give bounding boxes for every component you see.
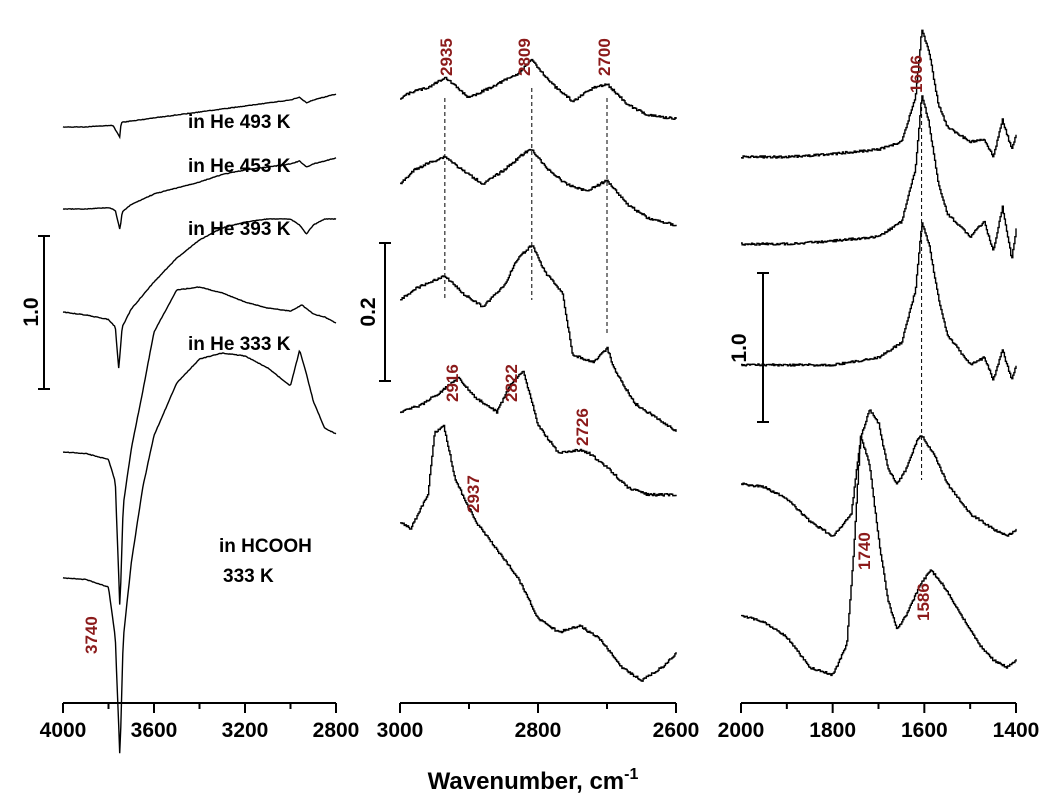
spectrum-trace xyxy=(741,222,1017,381)
peak-labels: 3740 2935 2809 2700 2916 2822 2726 2937 1606 1740… xyxy=(82,38,933,654)
peak-label: 1740 xyxy=(855,532,874,570)
condition-label: in He 393 K xyxy=(188,219,291,240)
panel-oh-x-axis: 4000 3600 3200 2800 xyxy=(40,702,360,742)
x-tick-label: 2800 xyxy=(515,719,562,742)
peak-label: 1586 xyxy=(914,583,933,621)
peak-label: 2937 xyxy=(464,475,483,513)
x-tick-label: 3600 xyxy=(131,719,178,742)
panel-ch-x-axis: 3000 2800 2600 xyxy=(377,702,700,742)
spectrum-trace xyxy=(400,245,677,432)
x-tick-label: 2600 xyxy=(653,719,700,742)
panel-carboxylate-traces xyxy=(741,29,1017,677)
peak-label: 2822 xyxy=(502,364,521,402)
panel-ch-scale-bar-label: 0.2 xyxy=(357,297,380,326)
peak-label: 2726 xyxy=(573,408,592,446)
x-tick-label: 1400 xyxy=(993,719,1040,742)
condition-label: in HCOOH xyxy=(219,536,312,557)
spectrum-trace xyxy=(741,435,1017,677)
condition-label: in He 493 K xyxy=(188,112,291,133)
x-tick-label: 1800 xyxy=(809,719,856,742)
condition-label: in He 333 K xyxy=(188,334,291,355)
peak-label: 2700 xyxy=(595,38,614,76)
x-tick-label: 3000 xyxy=(377,719,424,742)
peak-label: 3740 xyxy=(82,616,101,654)
panel-oh-traces xyxy=(62,93,337,754)
spectrum-trace xyxy=(62,217,337,369)
panel-oh-scale-bar-label: 1.0 xyxy=(20,297,43,326)
spectrum-trace xyxy=(741,29,1017,159)
panel-carboxylate-region: 1.0 2000 1800 1600 1400 xyxy=(718,29,1040,742)
panel-ch-traces xyxy=(400,58,677,682)
panel-ch-scale-bar: 0.2 xyxy=(357,242,391,382)
panel-oh-region: 1.0 in He 493 K in He 453 K in He 393 K … xyxy=(20,93,360,754)
panel-carboxylate-scale-bar-label: 1.0 xyxy=(728,333,751,362)
spectrum-trace xyxy=(62,349,337,754)
x-tick-label: 4000 xyxy=(40,719,87,742)
peak-label: 2916 xyxy=(443,364,462,402)
panel-oh-scale-bar: 1.0 xyxy=(20,235,50,390)
x-tick-label: 2800 xyxy=(313,719,360,742)
condition-labels: in He 493 K in He 453 K in He 393 K in H… xyxy=(188,112,312,587)
spectrum-trace xyxy=(400,424,677,682)
x-tick-label: 3200 xyxy=(222,719,269,742)
x-tick-label: 1600 xyxy=(901,719,948,742)
panel-ch-region: 0.2 3000 2800 2600 xyxy=(357,58,700,742)
panel-carboxylate-x-axis: 2000 1800 1600 1400 xyxy=(718,702,1040,742)
panel-carboxylate-scale-bar: 1.0 xyxy=(728,272,769,423)
condition-label: in He 453 K xyxy=(188,156,291,177)
spectrum-trace xyxy=(400,370,677,497)
panel-ch-guide-lines xyxy=(444,88,608,335)
spectrum-trace xyxy=(741,409,1017,537)
x-tick-label: 2000 xyxy=(718,719,765,742)
spectrum-trace xyxy=(400,148,677,227)
peak-label: 2809 xyxy=(515,38,534,76)
peak-label: 2935 xyxy=(437,38,456,76)
x-axis-title: Wavenumber, cm-1 xyxy=(428,766,639,795)
spectrum-trace xyxy=(62,157,337,230)
spectrum-trace xyxy=(400,58,677,120)
condition-label: 333 K xyxy=(223,566,274,587)
peak-label: 1606 xyxy=(907,55,926,93)
spectrum-trace xyxy=(62,286,337,605)
spectrum-trace xyxy=(62,93,337,140)
spectrum-trace xyxy=(741,95,1017,259)
